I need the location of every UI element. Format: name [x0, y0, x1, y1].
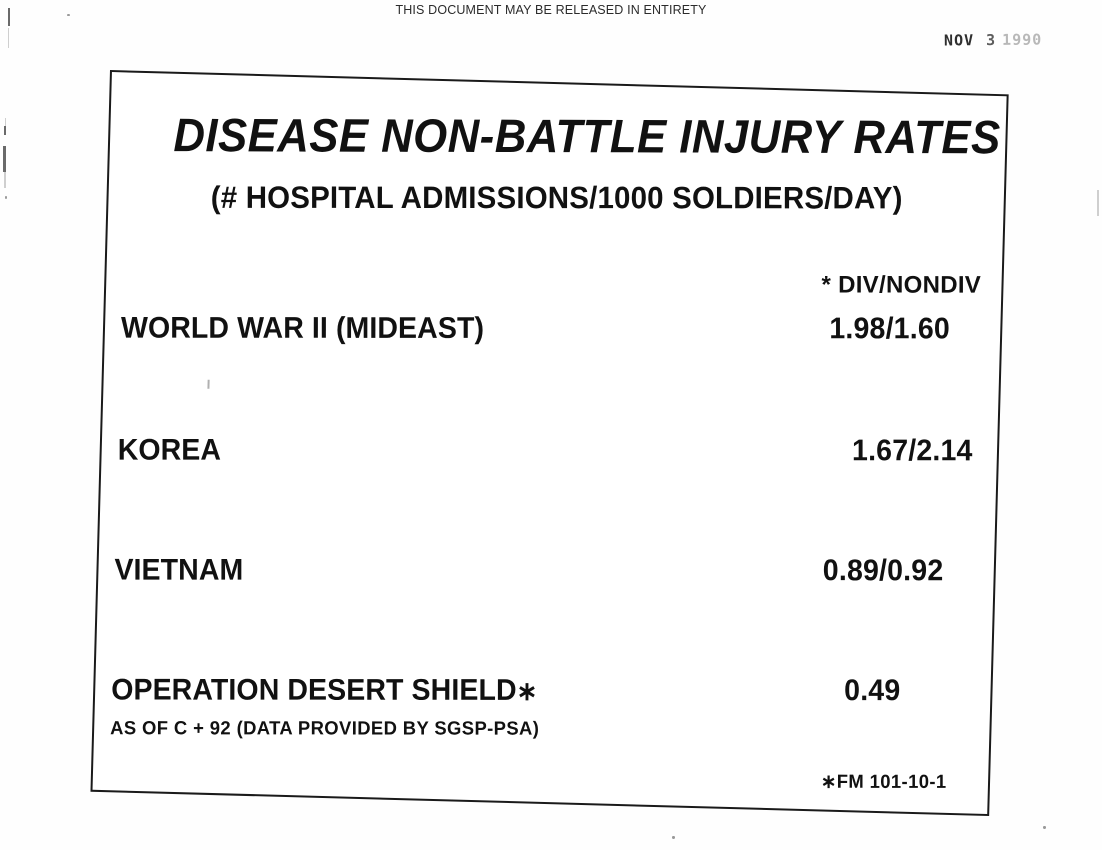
- footnote-asterisk-icon: ∗: [516, 675, 538, 706]
- table-row: KOREA 1.67/2.14: [100, 434, 995, 481]
- scan-artifact-streak: [3, 146, 6, 172]
- row-label-vietnam: VIETNAM: [114, 553, 244, 587]
- column-header-div-nondiv: * DIV/NONDIV: [821, 271, 982, 299]
- row-label-world-war-ii: WORLD WAR II (MIDEAST): [120, 311, 485, 345]
- scan-artifact-streak: [5, 118, 6, 132]
- row-label-korea: KOREA: [117, 433, 222, 467]
- scan-artifact-speck: [67, 14, 70, 16]
- scan-artifact-speck: [5, 196, 7, 199]
- scan-artifact-streak: [4, 172, 6, 188]
- scan-artifact-streak: [8, 28, 9, 48]
- table-row: VIETNAM 0.89/0.92: [96, 554, 991, 601]
- slide-subtitle: (# HOSPITAL ADMISSIONS/1000 SOLDIERS/DAY…: [210, 179, 903, 216]
- row-label-text: OPERATION DESERT SHIELD: [111, 673, 517, 707]
- footnote-reference: ∗FM 101-10-1: [820, 771, 947, 793]
- scan-artifact-speck: [207, 379, 210, 389]
- date-stamp-day: 3: [985, 30, 997, 50]
- row-value-operation-desert-shield: 0.49: [843, 674, 901, 708]
- table-row: WORLD WAR II (MIDEAST) 1.98/1.60: [103, 312, 998, 359]
- slide-content: DISEASE NON-BATTLE INJURY RATES (# HOSPI…: [91, 70, 1005, 812]
- scan-artifact-speck: [1043, 826, 1046, 829]
- release-banner: THIS DOCUMENT MAY BE RELEASED IN ENTIRET…: [395, 3, 707, 17]
- scan-artifact-streak: [4, 126, 6, 135]
- date-stamp-month: NOV: [943, 31, 975, 50]
- scan-artifact-streak: [8, 18, 10, 26]
- scan-artifact-streak: [8, 8, 10, 18]
- scan-artifact-streak: [1097, 190, 1099, 216]
- row-value-korea: 1.67/2.14: [852, 434, 973, 468]
- row-value-vietnam: 0.89/0.92: [822, 554, 944, 588]
- footnote-source: AS OF C + 92 (DATA PROVIDED BY SGSP-PSA): [110, 718, 540, 740]
- table-row: OPERATION DESERT SHIELD∗ 0.49: [93, 673, 988, 720]
- row-value-world-war-ii: 1.98/1.60: [829, 312, 951, 346]
- row-label-operation-desert-shield: OPERATION DESERT SHIELD∗: [111, 674, 537, 708]
- slide-title: DISEASE NON-BATTLE INJURY RATES: [173, 108, 1001, 164]
- date-stamp-year: 1990: [1002, 30, 1043, 49]
- scan-artifact-speck: [672, 836, 675, 839]
- date-stamp: NOV 3 1990: [944, 30, 1042, 49]
